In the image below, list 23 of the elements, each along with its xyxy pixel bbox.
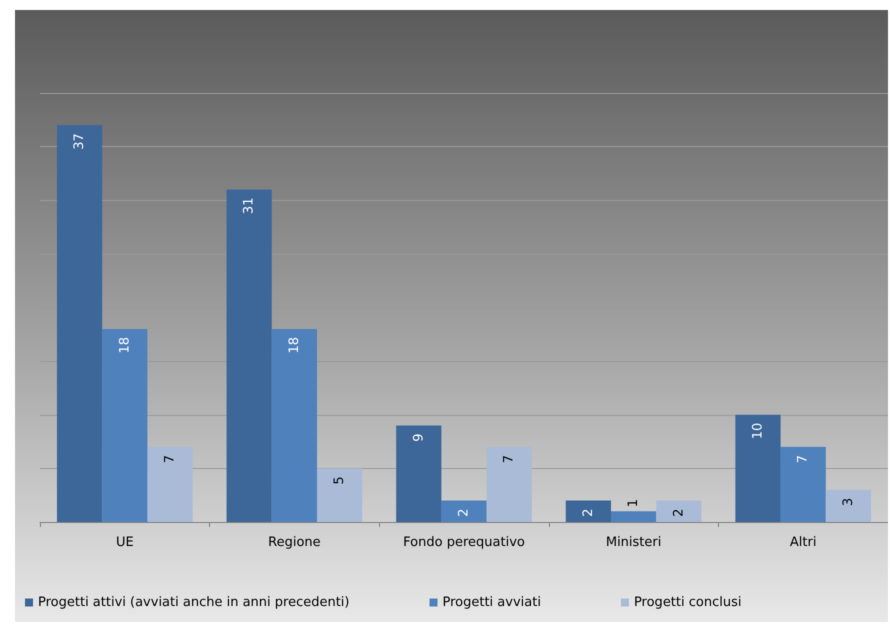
- data-label: 18: [286, 336, 302, 354]
- data-label: 18: [117, 336, 132, 354]
- data-label: 2: [671, 508, 686, 517]
- x-tick-label: Ministeri: [606, 535, 662, 550]
- x-tick-label: Regione: [268, 535, 321, 550]
- data-label: 31: [242, 198, 257, 214]
- legend-label: Progetti avviati: [442, 595, 541, 610]
- data-label: 10: [750, 422, 766, 440]
- data-label: 7: [162, 454, 178, 464]
- x-tick-label: Altri: [790, 535, 816, 550]
- data-label: 9: [411, 433, 426, 442]
- legend-label: Progetti attivi (avviati anche in anni precedenti): [38, 595, 350, 610]
- data-label: 5: [332, 476, 348, 485]
- data-label: 37: [72, 133, 88, 150]
- data-label: 2: [456, 508, 472, 517]
- x-tick-label: UE: [116, 535, 134, 550]
- data-label: 2: [580, 508, 596, 517]
- data-label: 3: [840, 498, 856, 506]
- data-label: 1: [626, 498, 642, 508]
- data-label: 7: [796, 454, 811, 464]
- data-label: 7: [502, 454, 517, 464]
- x-tick-label: Fondo perequativo: [403, 535, 525, 550]
- legend-label: Progetti conclusi: [634, 595, 742, 610]
